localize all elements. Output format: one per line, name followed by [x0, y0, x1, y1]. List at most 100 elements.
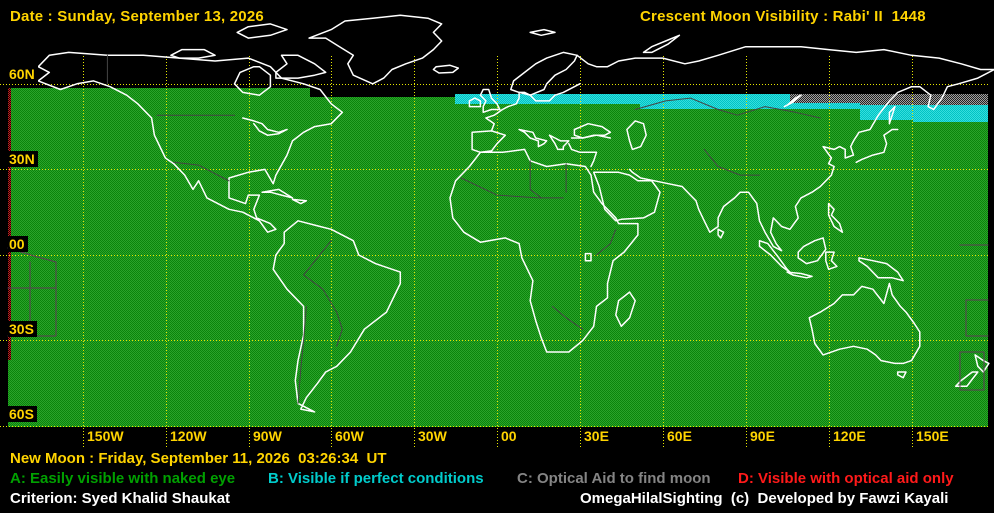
coastline [573, 122, 612, 139]
parallel-gridline [0, 426, 990, 427]
lon-label: 30E [584, 428, 609, 444]
coastline [758, 239, 791, 273]
world-map-outline [7, 14, 994, 413]
coastline [170, 48, 216, 59]
country-border [551, 305, 584, 330]
meridian-gridline [249, 56, 250, 447]
coastline [471, 130, 507, 154]
coastline [518, 128, 548, 148]
date-label: Date : Sunday, September 13, 2026 [10, 8, 264, 25]
lon-label: 60E [667, 428, 692, 444]
coastline [510, 51, 578, 96]
country-border [460, 177, 564, 199]
coastline [825, 251, 838, 271]
zone-c-region [790, 94, 860, 103]
meridian-gridline [580, 56, 581, 447]
lon-label: 90W [253, 428, 282, 444]
no-data-region [455, 88, 988, 94]
country-border [529, 160, 542, 199]
coastline [529, 28, 556, 37]
lat-label: 60S [8, 406, 37, 422]
zone-b-region [790, 103, 860, 109]
coastline [468, 97, 482, 108]
lon-label: 120W [170, 428, 207, 444]
meridian-gridline [414, 56, 415, 447]
criterion-label: Criterion: Syed Khalid Shaukat [10, 490, 231, 507]
new-moon-label: New Moon : Friday, September 11, 2026 03… [10, 450, 387, 467]
parallel-gridline [0, 84, 990, 85]
coastline [626, 120, 647, 151]
coastline [584, 252, 592, 262]
meridian-gridline [331, 56, 332, 447]
lat-label: 00 [8, 236, 28, 252]
parallel-gridline [0, 169, 990, 170]
coastline [548, 134, 570, 151]
legend-d: D: Visible with optical aid only [738, 470, 954, 487]
lat-label: 30N [8, 151, 38, 167]
meridian-gridline [663, 56, 664, 447]
coastline [858, 257, 904, 282]
coastline [642, 34, 681, 54]
lon-label: 00 [501, 428, 517, 444]
coastline [233, 65, 272, 96]
lon-label: 90E [750, 428, 775, 444]
meridian-gridline [497, 56, 498, 447]
edge-artifact-line [959, 351, 985, 391]
coastline [797, 237, 827, 265]
zone-c-region [860, 94, 988, 105]
legend-b: B: Visible if perfect conditions [268, 470, 484, 487]
zone-b-region [860, 105, 913, 120]
lon-label: 60W [335, 428, 364, 444]
coastline [954, 371, 979, 388]
zone-d-region [8, 88, 11, 360]
country-border [303, 240, 343, 347]
coastline [628, 68, 994, 252]
legend-c: C: Optical Aid to find moon [517, 470, 711, 487]
meridian-gridline [912, 56, 913, 447]
lon-label: 150E [916, 428, 949, 444]
coastline [974, 354, 990, 373]
coastline [896, 371, 907, 379]
coastline [479, 88, 501, 114]
zone-b-region [640, 94, 790, 109]
edge-artifact-line [965, 299, 989, 337]
coastline [855, 128, 899, 164]
parallel-gridline [0, 255, 990, 256]
coastline [272, 220, 402, 413]
coastline [37, 51, 344, 233]
meridian-gridline [166, 56, 167, 447]
coastline [592, 171, 661, 222]
coastline [485, 83, 581, 132]
coastline [783, 94, 802, 108]
coastline [449, 148, 639, 353]
lon-label: 30W [418, 428, 447, 444]
coastline [261, 188, 294, 199]
country-border [703, 148, 760, 176]
credit-label: OmegaHilalSighting (c) Developed by Fawz… [580, 490, 949, 507]
coastline [808, 282, 921, 365]
parallel-gridline [0, 340, 990, 341]
lat-label: 30S [8, 321, 37, 337]
country-border [173, 161, 230, 182]
meridian-gridline [746, 56, 747, 447]
coastline [242, 117, 288, 136]
legend-a: A: Easily visible with naked eye [10, 470, 236, 487]
meridian-gridline [83, 56, 84, 447]
lon-label: 120E [833, 428, 866, 444]
coastline [827, 202, 844, 233]
country-border [297, 305, 307, 404]
coastline [786, 271, 813, 279]
country-border [634, 97, 821, 119]
page-title: Crescent Moon Visibility : Rabi' II 1448 [640, 8, 926, 25]
edge-artifact-line [7, 247, 57, 337]
coastline [308, 14, 443, 85]
lat-label: 60N [8, 66, 38, 82]
country-border [596, 228, 617, 256]
zone-b-region [455, 94, 640, 104]
coastline [568, 142, 598, 168]
lon-label: 150W [87, 428, 124, 444]
coastline [615, 291, 636, 328]
coastline [291, 198, 308, 205]
zone-a-region [8, 88, 988, 427]
